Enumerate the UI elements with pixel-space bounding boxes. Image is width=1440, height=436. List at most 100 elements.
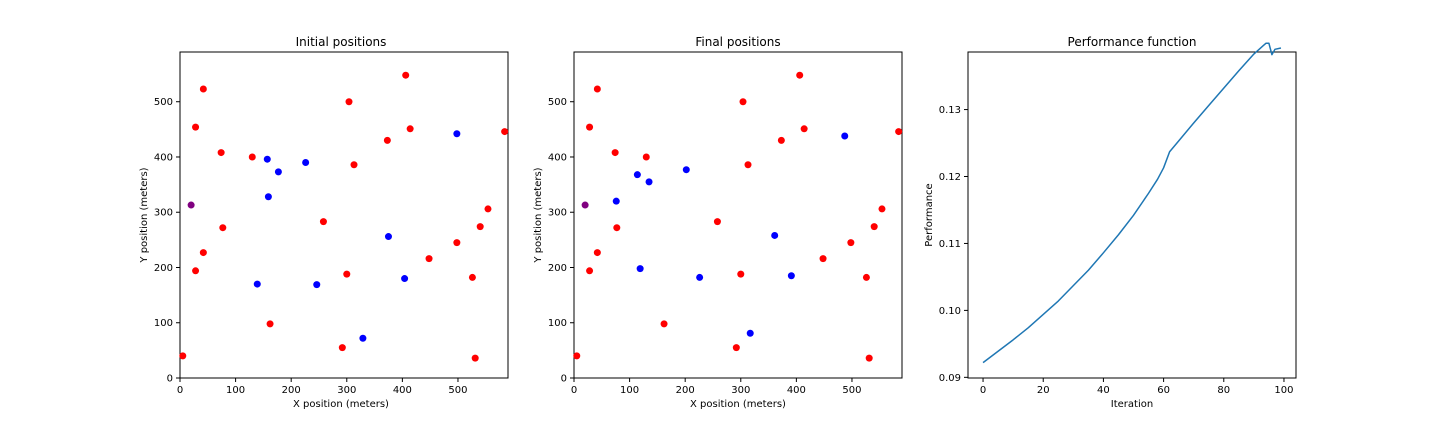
final-red-point (660, 320, 668, 328)
final-x-tick-label: 400 (787, 385, 806, 396)
final-red-point (613, 224, 621, 232)
performance-y-tick-label: 0.10 (939, 306, 961, 317)
final-y-tick-label: 200 (548, 263, 567, 274)
final-x-tick-label: 500 (842, 385, 861, 396)
final-y-tick-label: 0 (561, 374, 567, 385)
initial-y-tick-label: 300 (154, 208, 173, 219)
initial-red-point (484, 205, 492, 213)
performance-title: Performance function (1068, 35, 1197, 49)
final-purple-point (581, 201, 589, 209)
performance-series-line (982, 42, 1282, 364)
initial-red-point (471, 354, 479, 362)
initial-red-point (476, 223, 484, 231)
final-red-point (713, 218, 721, 226)
initial-blue-point (384, 233, 392, 241)
final-blue-point (746, 329, 754, 337)
final-y-axis-label: Y position (meters) (533, 167, 544, 263)
initial-red-point (199, 249, 207, 257)
initial-red-point (383, 136, 391, 144)
initial-red-point (338, 344, 346, 352)
performance-y-tick-label: 0.09 (939, 373, 961, 384)
performance-x-axis-label: Iteration (1111, 399, 1153, 410)
final-blue-point (841, 132, 849, 140)
final-red-point (819, 255, 827, 263)
initial-blue-point (264, 193, 272, 201)
final-blue-point (636, 265, 644, 273)
performance-y-tick-label: 0.13 (939, 105, 961, 116)
final-red-point (744, 161, 752, 169)
initial-blue-point (263, 155, 271, 163)
final-plot-frame (573, 51, 903, 379)
final-red-point (777, 136, 785, 144)
final-y-tick-label: 400 (548, 152, 567, 163)
final-x-tick-label: 200 (676, 385, 695, 396)
final-red-point (847, 239, 855, 247)
initial-y-tick-label: 400 (154, 152, 173, 163)
performance-x-tick-label: 20 (1037, 385, 1050, 396)
initial-y-axis-label: Y position (meters) (139, 167, 150, 263)
final-positions-panel: Final positions X position (meters) Y po… (533, 35, 903, 410)
final-red-point (796, 71, 804, 79)
initial-blue-point (359, 334, 367, 342)
initial-red-point (179, 352, 187, 360)
final-blue-point (787, 272, 795, 280)
initial-y-tick-label: 100 (154, 318, 173, 329)
initial-x-tick-label: 400 (393, 385, 412, 396)
final-red-point (586, 123, 594, 131)
final-positions-title: Final positions (695, 35, 780, 49)
initial-red-point (501, 128, 509, 136)
initial-red-point (192, 123, 200, 131)
initial-y-tick-label: 0 (167, 374, 173, 385)
performance-y-tick-label: 0.12 (939, 172, 961, 183)
initial-blue-point (274, 168, 282, 176)
final-red-point (862, 273, 870, 281)
final-y-tick-label: 300 (548, 208, 567, 219)
initial-red-point (402, 71, 410, 79)
performance-y-axis-label: Performance (924, 183, 935, 246)
final-y-tick-label: 100 (548, 318, 567, 329)
initial-red-point (350, 161, 358, 169)
initial-x-tick-label: 200 (282, 385, 301, 396)
final-red-point (573, 352, 581, 360)
initial-purple-point (187, 201, 195, 209)
final-x-tick-label: 0 (571, 385, 577, 396)
final-x-tick-label: 300 (731, 385, 750, 396)
initial-plot-frame (179, 51, 509, 379)
final-red-point (593, 85, 601, 93)
initial-red-point (406, 125, 414, 133)
final-blue-point (682, 166, 690, 174)
final-blue-point (771, 231, 779, 239)
initial-positions-panel: Initial positions X position (meters) Y … (139, 35, 509, 410)
initial-x-tick-label: 100 (226, 385, 245, 396)
final-red-point (878, 205, 886, 213)
initial-red-point (199, 85, 207, 93)
final-blue-point (612, 197, 620, 205)
performance-panel: Performance function Iteration Performan… (924, 35, 1297, 410)
initial-x-tick-label: 300 (337, 385, 356, 396)
initial-blue-point (401, 275, 409, 283)
initial-x-tick-label: 0 (177, 385, 183, 396)
initial-blue-point (313, 281, 321, 289)
final-red-point (870, 223, 878, 231)
initial-red-point (248, 153, 256, 161)
initial-blue-point (453, 130, 461, 138)
initial-x-axis-label: X position (meters) (293, 399, 389, 410)
initial-positions-title: Initial positions (296, 35, 387, 49)
performance-plot-frame (967, 51, 1297, 379)
final-red-point (800, 125, 808, 133)
initial-x-tick-label: 500 (448, 385, 467, 396)
initial-blue-point (302, 159, 310, 167)
initial-blue-point (253, 280, 261, 288)
final-red-point (642, 153, 650, 161)
initial-red-point (192, 267, 200, 275)
final-blue-point (633, 171, 641, 179)
initial-red-point (266, 320, 274, 328)
final-red-point (737, 270, 745, 278)
initial-red-point (453, 239, 461, 247)
final-x-tick-label: 100 (620, 385, 639, 396)
final-red-point (865, 354, 873, 362)
performance-x-tick-label: 40 (1097, 385, 1110, 396)
final-red-point (586, 267, 594, 275)
